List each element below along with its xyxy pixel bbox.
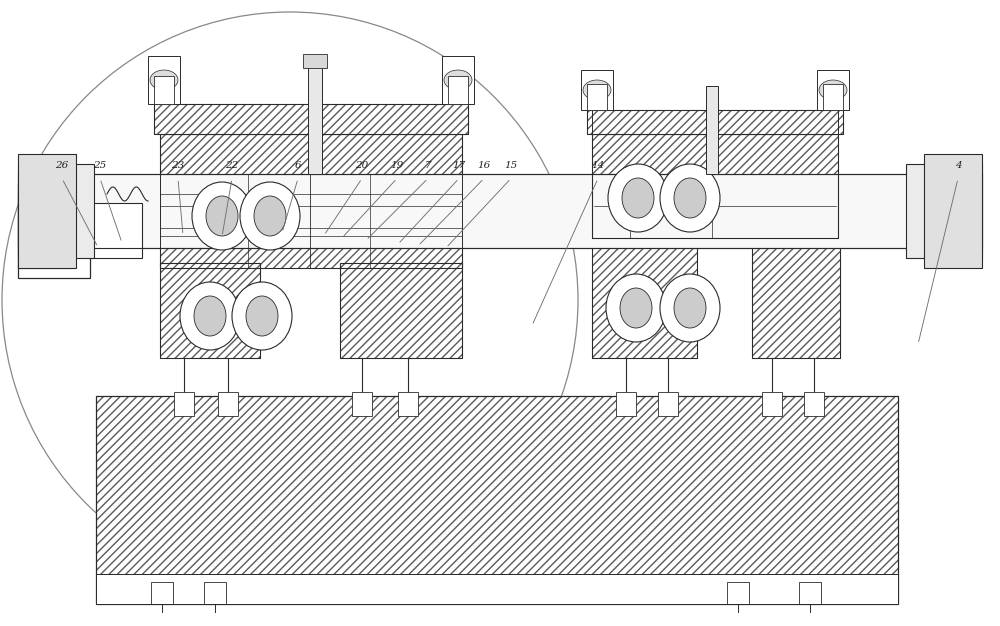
- Text: 14: 14: [591, 162, 605, 170]
- Bar: [148, 56, 180, 104]
- Text: 25: 25: [93, 162, 107, 170]
- Bar: [616, 392, 636, 416]
- Text: 15: 15: [504, 162, 518, 170]
- Ellipse shape: [608, 164, 668, 232]
- Ellipse shape: [583, 80, 611, 100]
- Bar: [817, 70, 849, 110]
- Bar: [352, 392, 372, 416]
- Text: 7: 7: [425, 162, 431, 170]
- Bar: [924, 154, 982, 268]
- Bar: [799, 582, 821, 604]
- Bar: [448, 76, 468, 104]
- Bar: [308, 64, 322, 174]
- Bar: [592, 134, 838, 238]
- Text: 17: 17: [452, 162, 466, 170]
- Bar: [218, 392, 238, 416]
- Ellipse shape: [620, 288, 652, 328]
- Bar: [752, 233, 840, 358]
- Ellipse shape: [240, 182, 300, 250]
- Bar: [706, 86, 718, 174]
- Text: 4: 4: [955, 162, 961, 170]
- Bar: [154, 76, 174, 104]
- Ellipse shape: [444, 70, 472, 90]
- Bar: [18, 174, 982, 248]
- Bar: [96, 574, 898, 604]
- Ellipse shape: [194, 296, 226, 336]
- Ellipse shape: [660, 274, 720, 342]
- Bar: [727, 582, 749, 604]
- Bar: [752, 233, 840, 358]
- Bar: [303, 54, 327, 68]
- Bar: [581, 70, 613, 110]
- Bar: [906, 164, 982, 258]
- Ellipse shape: [674, 178, 706, 218]
- Bar: [592, 233, 697, 358]
- Text: 6: 6: [295, 162, 301, 170]
- Bar: [592, 233, 697, 358]
- Bar: [90, 203, 142, 258]
- Bar: [151, 582, 173, 604]
- Ellipse shape: [232, 282, 292, 350]
- Text: 20: 20: [355, 162, 369, 170]
- Bar: [587, 110, 843, 134]
- Bar: [398, 392, 418, 416]
- Bar: [96, 396, 898, 604]
- Bar: [18, 164, 94, 258]
- Text: 23: 23: [171, 162, 185, 170]
- Bar: [804, 392, 824, 416]
- Ellipse shape: [606, 274, 666, 342]
- Bar: [18, 184, 90, 278]
- Text: 26: 26: [55, 162, 69, 170]
- Bar: [340, 263, 462, 358]
- Bar: [154, 104, 468, 134]
- Text: 16: 16: [477, 162, 491, 170]
- Bar: [160, 134, 462, 268]
- Ellipse shape: [180, 282, 240, 350]
- Bar: [592, 134, 838, 238]
- Bar: [823, 84, 843, 110]
- Bar: [587, 84, 607, 110]
- Bar: [174, 392, 194, 416]
- Ellipse shape: [246, 296, 278, 336]
- Ellipse shape: [192, 182, 252, 250]
- Bar: [160, 263, 260, 358]
- Bar: [587, 110, 843, 134]
- Ellipse shape: [206, 196, 238, 236]
- Bar: [658, 392, 678, 416]
- Bar: [18, 154, 76, 268]
- Ellipse shape: [622, 178, 654, 218]
- Text: 22: 22: [225, 162, 239, 170]
- Ellipse shape: [819, 80, 847, 100]
- Ellipse shape: [660, 164, 720, 232]
- Ellipse shape: [674, 288, 706, 328]
- Bar: [204, 582, 226, 604]
- Bar: [96, 396, 898, 604]
- Bar: [442, 56, 474, 104]
- Bar: [340, 263, 462, 358]
- Ellipse shape: [150, 70, 178, 90]
- Text: 19: 19: [390, 162, 404, 170]
- Bar: [160, 263, 260, 358]
- Bar: [160, 134, 462, 268]
- Bar: [18, 194, 73, 268]
- Bar: [154, 104, 468, 134]
- Bar: [762, 392, 782, 416]
- Ellipse shape: [254, 196, 286, 236]
